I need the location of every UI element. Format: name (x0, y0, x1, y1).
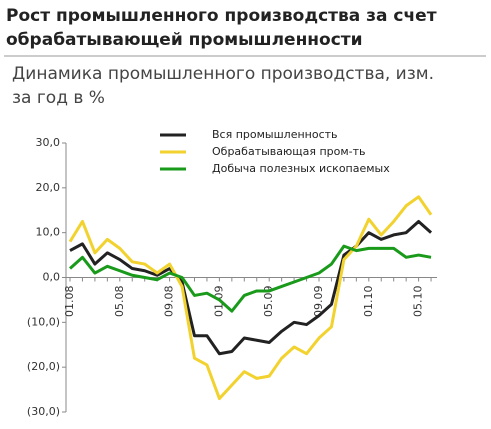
chart-subtitle: Динамика промышленного производства, изм… (12, 64, 434, 84)
series-line (68, 195, 433, 401)
x-tick-label: 05.10 (412, 286, 425, 318)
legend-label: Добыча полезных ископаемых (212, 162, 390, 175)
series-line (69, 219, 433, 356)
y-tick-label: 20,0 (36, 181, 61, 194)
chart-title: Рост промышленного производства за счет (6, 6, 437, 26)
y-tick-label: (10,0) (27, 315, 60, 328)
chart-subtitle: за год в % (12, 88, 105, 108)
x-tick-label: 05.08 (113, 286, 126, 318)
x-tick-label: 09.09 (312, 286, 325, 318)
y-tick-label: (20,0) (27, 360, 60, 373)
legend-label: Вся промышленность (212, 128, 338, 141)
legend-label: Обрабатывающая пром-ть (212, 145, 366, 158)
x-tick-label: 09.08 (163, 286, 176, 318)
y-tick-label: 10,0 (36, 226, 61, 239)
series-line (68, 244, 432, 313)
x-tick-label: 01.08 (63, 286, 76, 318)
x-tick-label: 01.10 (362, 286, 375, 318)
x-tick-label: 05.09 (262, 286, 275, 318)
y-tick-label: (30,0) (27, 405, 60, 418)
chart-title: обрабатывающей промышленности (6, 30, 363, 50)
y-tick-label: 0,0 (43, 271, 61, 284)
y-tick-label: 30,0 (36, 136, 61, 149)
